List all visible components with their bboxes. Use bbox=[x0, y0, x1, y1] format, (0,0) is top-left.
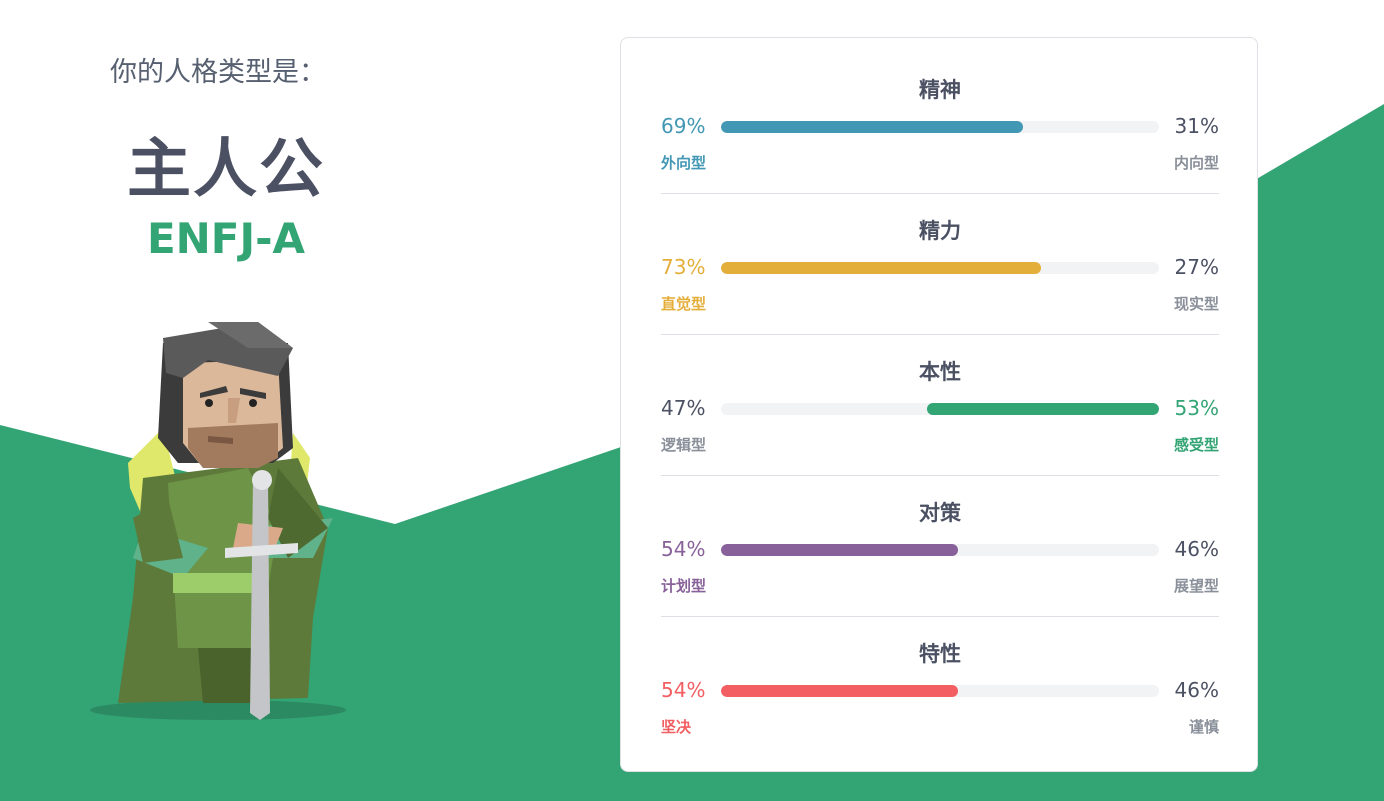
trait-left-label: 逻辑型 bbox=[661, 436, 707, 454]
trait-title: 精力 bbox=[919, 219, 961, 243]
trait-left-label: 直觉型 bbox=[661, 295, 707, 313]
protagonist-avatar-illustration bbox=[90, 322, 346, 720]
trait-left-percent: 54% bbox=[661, 537, 706, 561]
trait-right-percent: 53% bbox=[1174, 396, 1219, 420]
trait-left-percent: 73% bbox=[661, 255, 706, 279]
personality-type-name: 主人公 bbox=[127, 133, 325, 207]
result-subtitle: 你的人格类型是： bbox=[110, 57, 326, 88]
trait-divider bbox=[661, 334, 1219, 335]
trait-right-label: 现实型 bbox=[1173, 295, 1219, 313]
trait-right-percent: 46% bbox=[1174, 678, 1219, 702]
trait-divider bbox=[661, 193, 1219, 194]
trait-title: 精神 bbox=[919, 78, 961, 102]
trait-left-label: 外向型 bbox=[661, 154, 707, 172]
trait-left-percent: 47% bbox=[661, 396, 706, 420]
trait-divider bbox=[661, 475, 1219, 476]
trait-row: 精神 69% 31% 外向型 内向型 bbox=[661, 38, 1219, 179]
trait-right-label: 感受型 bbox=[1173, 436, 1219, 454]
trait-bar-track bbox=[721, 544, 1159, 556]
trait-right-percent: 46% bbox=[1174, 537, 1219, 561]
trait-row: 对策 54% 46% 计划型 展望型 bbox=[661, 461, 1219, 602]
trait-bar-fill bbox=[721, 685, 958, 697]
trait-left-label: 坚决 bbox=[661, 718, 692, 736]
trait-bar-fill bbox=[721, 262, 1041, 274]
trait-bar-fill bbox=[721, 544, 958, 556]
trait-title: 对策 bbox=[919, 501, 961, 525]
trait-title: 本性 bbox=[919, 360, 961, 384]
trait-right-percent: 27% bbox=[1174, 255, 1219, 279]
trait-title: 特性 bbox=[919, 642, 961, 666]
trait-divider bbox=[661, 616, 1219, 617]
trait-row: 特性 54% 46% 坚决 谨慎 bbox=[661, 602, 1219, 743]
trait-bar-fill bbox=[721, 121, 1024, 133]
trait-right-percent: 31% bbox=[1174, 114, 1219, 138]
trait-bar-track bbox=[721, 685, 1159, 697]
trait-row: 本性 47% 53% 逻辑型 感受型 bbox=[661, 320, 1219, 461]
trait-right-label: 展望型 bbox=[1173, 577, 1219, 595]
trait-left-label: 计划型 bbox=[661, 577, 707, 595]
trait-right-label: 谨慎 bbox=[1188, 718, 1219, 736]
trait-row: 精力 73% 27% 直觉型 现实型 bbox=[661, 179, 1219, 320]
trait-bar-track bbox=[721, 121, 1159, 133]
trait-bar-track bbox=[721, 403, 1159, 415]
trait-right-label: 内向型 bbox=[1173, 154, 1219, 172]
trait-bar-fill bbox=[926, 403, 1159, 415]
trait-left-percent: 69% bbox=[661, 114, 706, 138]
trait-bar-track bbox=[721, 262, 1159, 274]
trait-left-percent: 54% bbox=[661, 678, 706, 702]
personality-type-code: ENFJ-A bbox=[146, 214, 306, 263]
trait-results-card: 精神 69% 31% 外向型 内向型精力 73% 27% 直觉型 现实型本性 47% 53% 逻辑型 感… bbox=[620, 37, 1258, 772]
